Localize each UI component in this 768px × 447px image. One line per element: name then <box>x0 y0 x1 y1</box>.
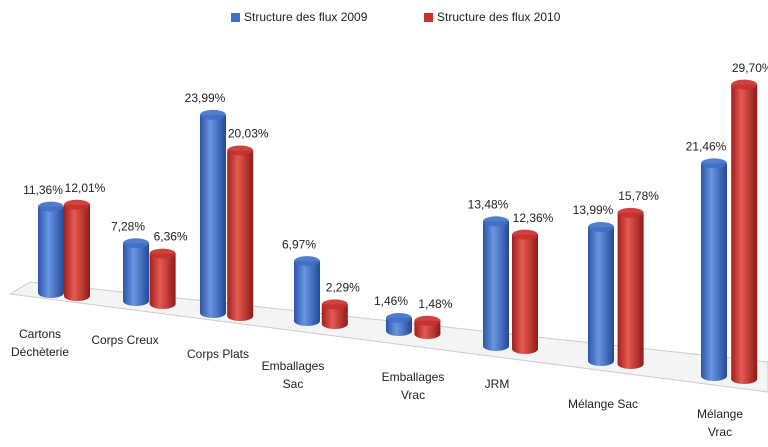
data-label: 23,99% <box>185 91 226 105</box>
data-label: 15,78% <box>618 189 659 203</box>
data-label: 6,36% <box>154 230 188 244</box>
data-label: 1,46% <box>374 294 408 308</box>
bar-top <box>321 299 348 310</box>
bar <box>294 256 320 326</box>
bar <box>414 315 441 339</box>
legend-swatch <box>231 13 240 22</box>
x-tick-label: Emballages Sac <box>262 359 325 391</box>
bar-body <box>149 253 176 304</box>
data-label: 12,01% <box>65 181 106 195</box>
bar <box>617 207 644 369</box>
x-tick-label: Emballages Vrac <box>382 370 445 402</box>
bar-body <box>38 206 64 293</box>
bar-top <box>701 158 727 169</box>
bar-body <box>617 212 644 364</box>
bar <box>200 109 226 318</box>
floor <box>8 281 768 393</box>
bar-body <box>227 150 254 316</box>
bar-body <box>321 304 348 324</box>
bar <box>512 229 538 354</box>
bar-top <box>227 145 254 156</box>
bar <box>321 299 348 329</box>
data-label: 6,97% <box>282 237 316 251</box>
bar-top <box>617 207 644 218</box>
bar-top <box>38 201 64 212</box>
bar <box>123 238 149 306</box>
legend-label: Structure des flux 2010 <box>437 10 561 24</box>
data-label: 2,29% <box>326 281 360 295</box>
bar <box>149 248 176 309</box>
bar-body <box>731 84 758 379</box>
data-label: 20,03% <box>228 127 269 141</box>
bar <box>38 201 64 298</box>
data-label: 21,46% <box>686 140 727 154</box>
bar-top <box>386 312 412 323</box>
bar <box>386 312 412 336</box>
legend-swatch <box>424 13 433 22</box>
data-label: 1,48% <box>418 297 452 311</box>
bar-body <box>123 243 149 301</box>
bar-body <box>294 261 320 321</box>
data-label: 13,48% <box>468 197 509 211</box>
bar-top <box>588 221 614 232</box>
bar <box>64 199 90 301</box>
bar <box>227 145 254 321</box>
data-label: 7,28% <box>111 219 145 233</box>
bar-body <box>588 226 614 361</box>
data-label: 12,36% <box>513 211 554 225</box>
bar <box>731 79 758 384</box>
bar-body <box>701 163 727 376</box>
bar <box>701 158 727 381</box>
bar-body <box>512 234 538 349</box>
bar-top <box>483 216 509 227</box>
bar-top <box>123 238 149 249</box>
bar-top <box>200 109 226 120</box>
bar <box>483 216 509 351</box>
bar-top <box>294 256 320 267</box>
bar-top <box>414 315 441 326</box>
bar-body <box>483 221 509 346</box>
x-tick-label: Mélange Sac <box>568 397 638 411</box>
x-tick-label: Mélange Vrac <box>697 407 743 439</box>
data-label: 13,99% <box>573 203 614 217</box>
legend-label: Structure des flux 2009 <box>244 10 368 24</box>
x-tick-label: Cartons Déchèterie <box>11 327 69 359</box>
bar <box>588 221 614 366</box>
bar-body <box>64 204 90 296</box>
bar-top <box>512 229 538 240</box>
bar-top <box>731 79 758 90</box>
x-tick-label: Corps Plats <box>187 347 249 361</box>
bar-body <box>200 114 226 314</box>
x-tick-label: Corps Creux <box>91 333 158 347</box>
bar-top <box>64 199 90 210</box>
x-tick-label: JRM <box>485 377 510 391</box>
data-label: 29,70% <box>732 61 768 75</box>
data-label: 11,36% <box>23 183 63 197</box>
bar-top <box>149 248 176 259</box>
